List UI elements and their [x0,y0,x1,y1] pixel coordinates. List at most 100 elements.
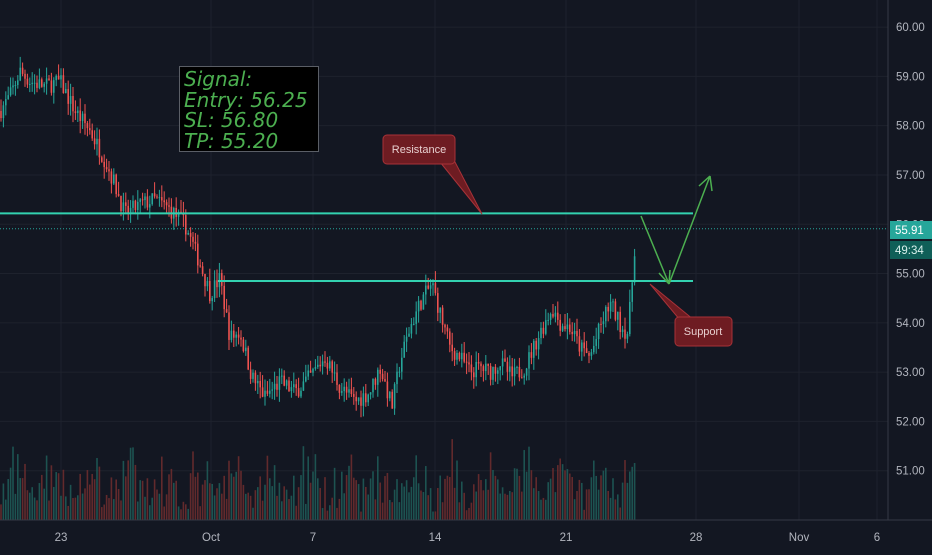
candle-body [62,75,65,94]
volume-bar [252,507,254,520]
candle-body [19,67,21,81]
candle-body [429,285,432,289]
candle-body [425,285,427,295]
candle-body [617,311,619,320]
volume-bar [497,479,499,520]
volume-bar [489,452,492,520]
volume-bar [415,455,417,520]
candle-body [79,110,81,121]
volume-bar [165,494,168,520]
candle-body [5,99,7,106]
current-price-badge: 55.91 [890,221,932,239]
candle-body [583,342,585,349]
volume-bar [182,501,185,520]
volume-bar [600,475,602,520]
candle-body [408,333,410,337]
volume-bar [175,480,177,520]
candle-body [144,196,146,201]
volume-bar [223,475,225,520]
countdown-value: 49:34 [895,245,924,257]
candle-body [192,236,194,242]
volume-bar [127,460,129,520]
support-callout[interactable]: Support [649,283,733,347]
volume-bar [269,478,271,520]
candle-body [103,161,105,168]
volume-bar [24,463,26,520]
candle-body [473,372,475,378]
volume-bar [161,456,163,520]
volume-bar [588,489,590,520]
volume-bar [629,471,631,520]
volume-bar [12,446,14,520]
candle-body [221,273,223,286]
candle-body [31,82,33,85]
volume-bar [163,506,165,520]
candle-body [96,138,98,145]
volume-bar [432,511,434,520]
volume-bar [449,477,451,520]
volume-bar [173,482,175,520]
projection-arrow-up [668,175,713,285]
volume-bar [566,469,569,520]
volume-bar [360,511,362,520]
time-tick-label: 14 [429,532,442,544]
volume-bar [81,493,84,520]
candle-body [348,389,350,393]
candle-body [557,312,559,320]
volume-bar [105,494,108,520]
volume-bar [612,478,614,520]
candle-body [434,283,437,294]
volume-bar [2,483,5,520]
volume-bar [221,493,223,520]
candle-body [381,373,384,380]
candle-body [43,83,45,87]
time-axis[interactable]: 23 Oct 7 14 21 28 Nov 6 [55,532,881,544]
volume-bar [401,483,403,520]
volume-bar [77,495,79,520]
volume-bar [420,490,422,520]
candle-body [199,265,201,267]
volume-bar [528,446,530,520]
volume-bar [317,478,319,520]
candle-body [185,215,187,235]
projection-arrows[interactable] [640,175,713,285]
candle-body [67,89,69,104]
volume-bar [422,492,425,520]
volume-bar [326,510,329,520]
volume-bar [329,505,331,520]
support-callout-pointer [649,283,696,321]
volume-bar [545,499,547,520]
candle-body [391,391,393,409]
volume-bar [285,489,288,520]
volume-bar [417,483,420,520]
candle-body [621,329,624,333]
volume-bar [57,473,60,520]
candle-body [398,371,401,373]
volume-bar [249,495,252,520]
volume-bar [605,467,607,520]
candle-body [223,285,225,310]
current-price-value: 55.91 [895,225,924,237]
resistance-callout[interactable]: Resistance [382,134,483,215]
candle-body [439,307,441,313]
candle-body [261,387,264,397]
volume-bar [523,450,525,520]
volume-bar [391,502,393,520]
candle-body [633,256,636,283]
volume-bar [29,492,31,520]
candle-body [105,167,108,170]
candle-body [365,393,367,403]
candle-body [293,384,295,388]
signal-stop-loss: SL: 56.80 [184,108,279,132]
candle-body [437,293,439,313]
volume-bar [91,473,93,520]
candle-body [494,366,497,374]
volume-bar [427,495,429,520]
volume-bar [9,467,12,520]
volume-bar [144,496,146,520]
volume-bar [36,500,38,520]
volume-bar [578,479,581,520]
volume-bar [146,478,149,520]
volume-bar [614,499,617,520]
